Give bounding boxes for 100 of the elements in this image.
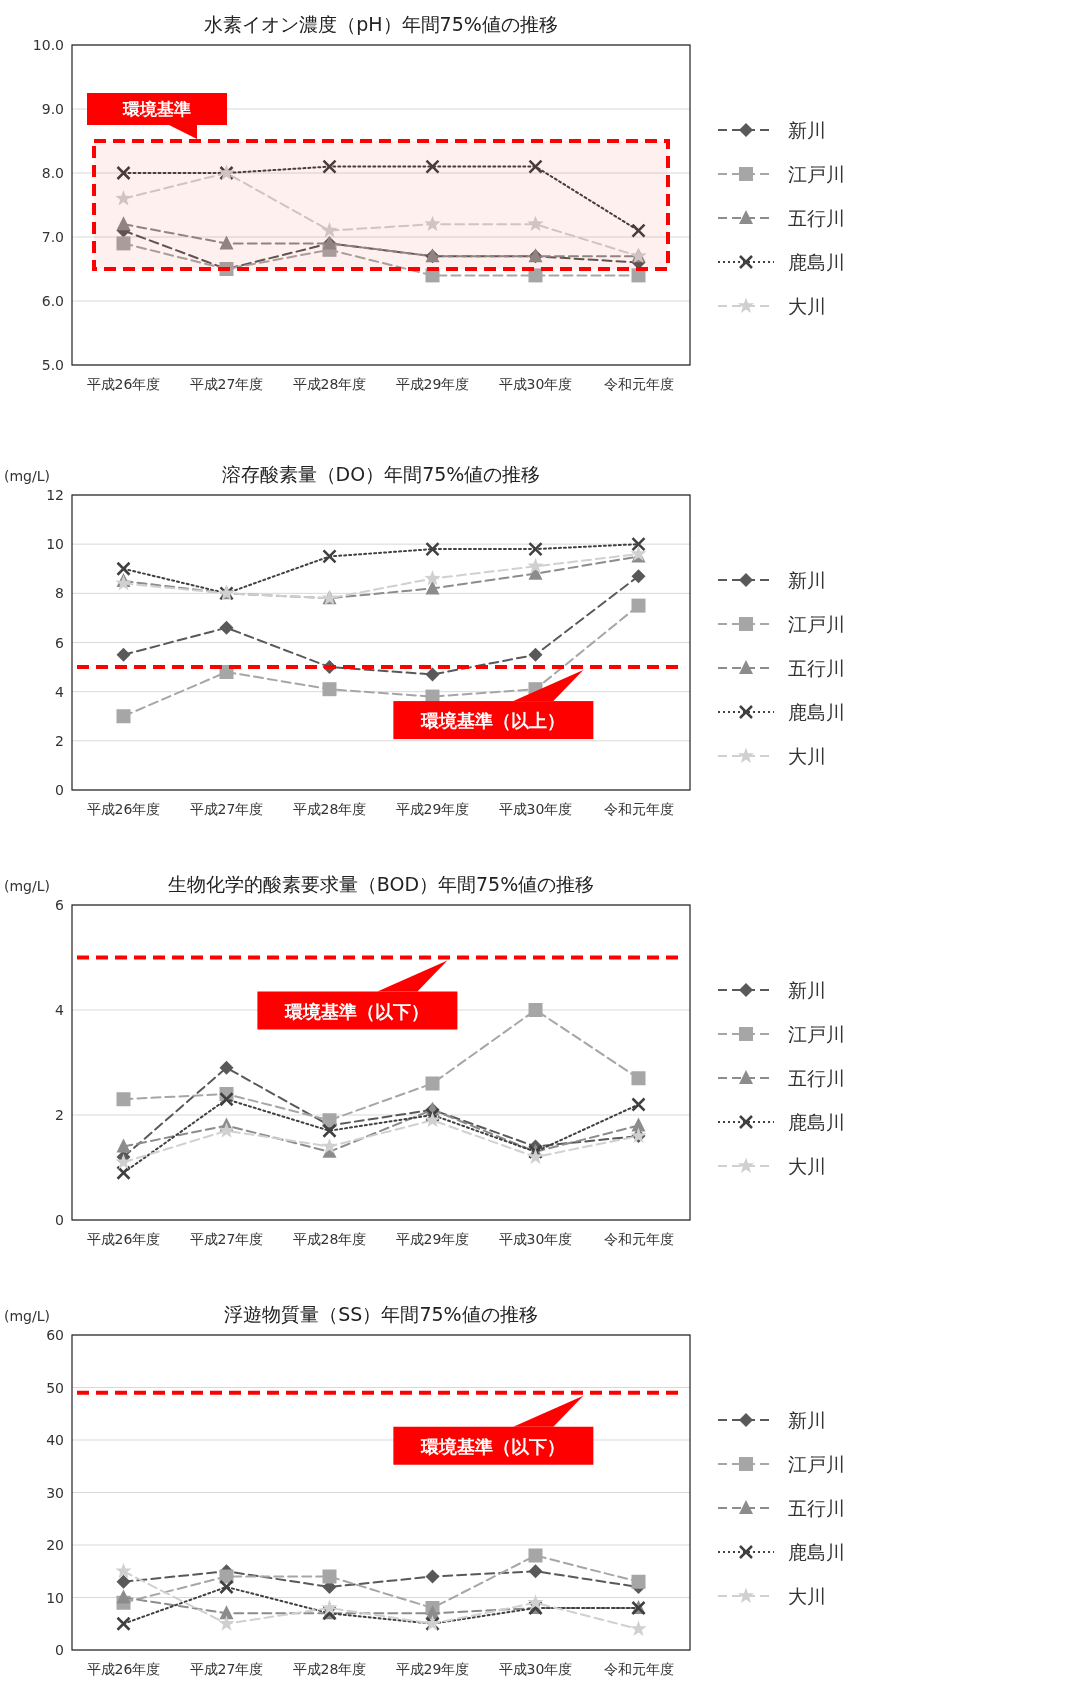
legend-label: 江戸川 [788,1023,845,1045]
point [631,1574,646,1589]
y-tick-label: 6.0 [41,293,64,309]
y-axis-title: (mg/L) [4,1308,50,1324]
point [322,1113,337,1128]
point [116,561,131,576]
point [528,268,543,283]
legend-label: 江戸川 [788,163,845,185]
picture-callout: 環境基準（以下） [393,1395,594,1465]
y-tick-label: 40 [46,1432,64,1448]
point [631,223,646,238]
x-tick-label: 平成28年度 [292,801,367,817]
point [322,159,337,174]
legend-label: 五行川 [788,1067,845,1089]
point [218,1615,235,1631]
y-tick-label: 50 [46,1379,64,1396]
point [527,557,544,574]
point [116,236,131,251]
point [528,1564,543,1579]
point [116,1574,131,1589]
point [425,541,440,557]
ref-line-label: 環境基準（以下） [284,1000,430,1022]
y-tick-label: 20 [46,1537,64,1553]
point [219,1605,234,1620]
legend-label: 五行川 [788,657,845,679]
legend-label: 五行川 [788,207,845,229]
point [631,268,646,283]
y-tick-label: 7.0 [41,229,64,245]
point [115,1153,132,1170]
point [527,1594,544,1610]
point [116,709,131,724]
y-tick-label: 4 [55,1002,65,1018]
point [116,1138,131,1153]
y-tick-label: 2 [55,732,64,749]
point [321,222,338,238]
point [115,190,132,206]
point [631,536,646,552]
x-tick-label: 平成27年度 [189,801,264,817]
point [115,1562,132,1579]
y-tick-label: 0 [55,1212,64,1228]
x-tick-label: 平成27年度 [189,1231,264,1247]
y-tick-label: 0 [55,782,64,798]
legend-label: 大川 [788,1155,826,1177]
x-tick-label: 平成29年度 [395,801,470,817]
legend-label: 五行川 [788,1497,845,1519]
point [322,1569,337,1584]
point [425,1076,440,1091]
x-tick-label: 平成29年度 [395,1661,470,1677]
point [116,1616,131,1631]
point [631,598,646,613]
picture-callout: 環境基準（以下） [257,960,458,1030]
point [424,1111,441,1128]
point [528,541,543,557]
y-tick-label: 6 [55,897,65,913]
point [116,647,131,662]
point [218,1122,235,1138]
y-tick-label: 5.0 [41,357,64,373]
y-tick-label: 4 [55,683,65,700]
point [425,580,440,595]
point [322,1123,337,1138]
y-tick-label: 10.0 [32,37,64,53]
legend-label: 大川 [788,295,826,317]
point [425,1569,440,1584]
x-tick-label: 平成30年度 [498,801,573,817]
point [116,165,131,181]
x-tick-label: 平成29年度 [395,1231,470,1247]
y-tick-label: 6 [55,634,65,651]
x-tick-label: 平成30年度 [498,1661,573,1677]
chart-title: 水素イオン濃度（pH）年間75%値の推移 [204,13,558,35]
x-tick-label: 平成27年度 [189,1661,264,1677]
picture-callout: 環境基準 [87,93,227,139]
legend-label: 新川 [788,569,826,591]
point [219,1060,234,1075]
ref-line-label: 環境基準（以上） [420,710,566,732]
point [631,1117,646,1132]
y-tick-label: 8 [55,585,64,602]
point [424,215,441,232]
legend-label: 鹿島川 [788,1541,845,1563]
x-tick-label: 平成26年度 [86,1231,161,1247]
point [631,569,646,584]
legend-label: 新川 [788,119,826,141]
x-tick-label: 令和元年度 [603,801,674,817]
point [528,1003,543,1017]
x-tick-label: 平成29年度 [395,376,470,392]
point [425,667,440,682]
point [425,1107,440,1123]
x-tick-label: 令和元年度 [603,1231,674,1247]
point [424,570,441,586]
legend-label: 鹿島川 [788,1111,845,1133]
x-tick-label: 平成28年度 [292,1231,367,1247]
x-tick-label: 平成28年度 [292,376,367,392]
legend-label: 鹿島川 [788,701,845,723]
x-tick-label: 平成26年度 [86,1661,161,1677]
point [322,549,337,564]
y-tick-label: 9.0 [41,101,64,117]
point [630,1620,647,1636]
y-tick-label: 12 [46,487,64,503]
legend-label: 鹿島川 [788,251,845,273]
legend-label: 大川 [788,1585,826,1607]
y-axis-title: (mg/L) [4,468,50,484]
